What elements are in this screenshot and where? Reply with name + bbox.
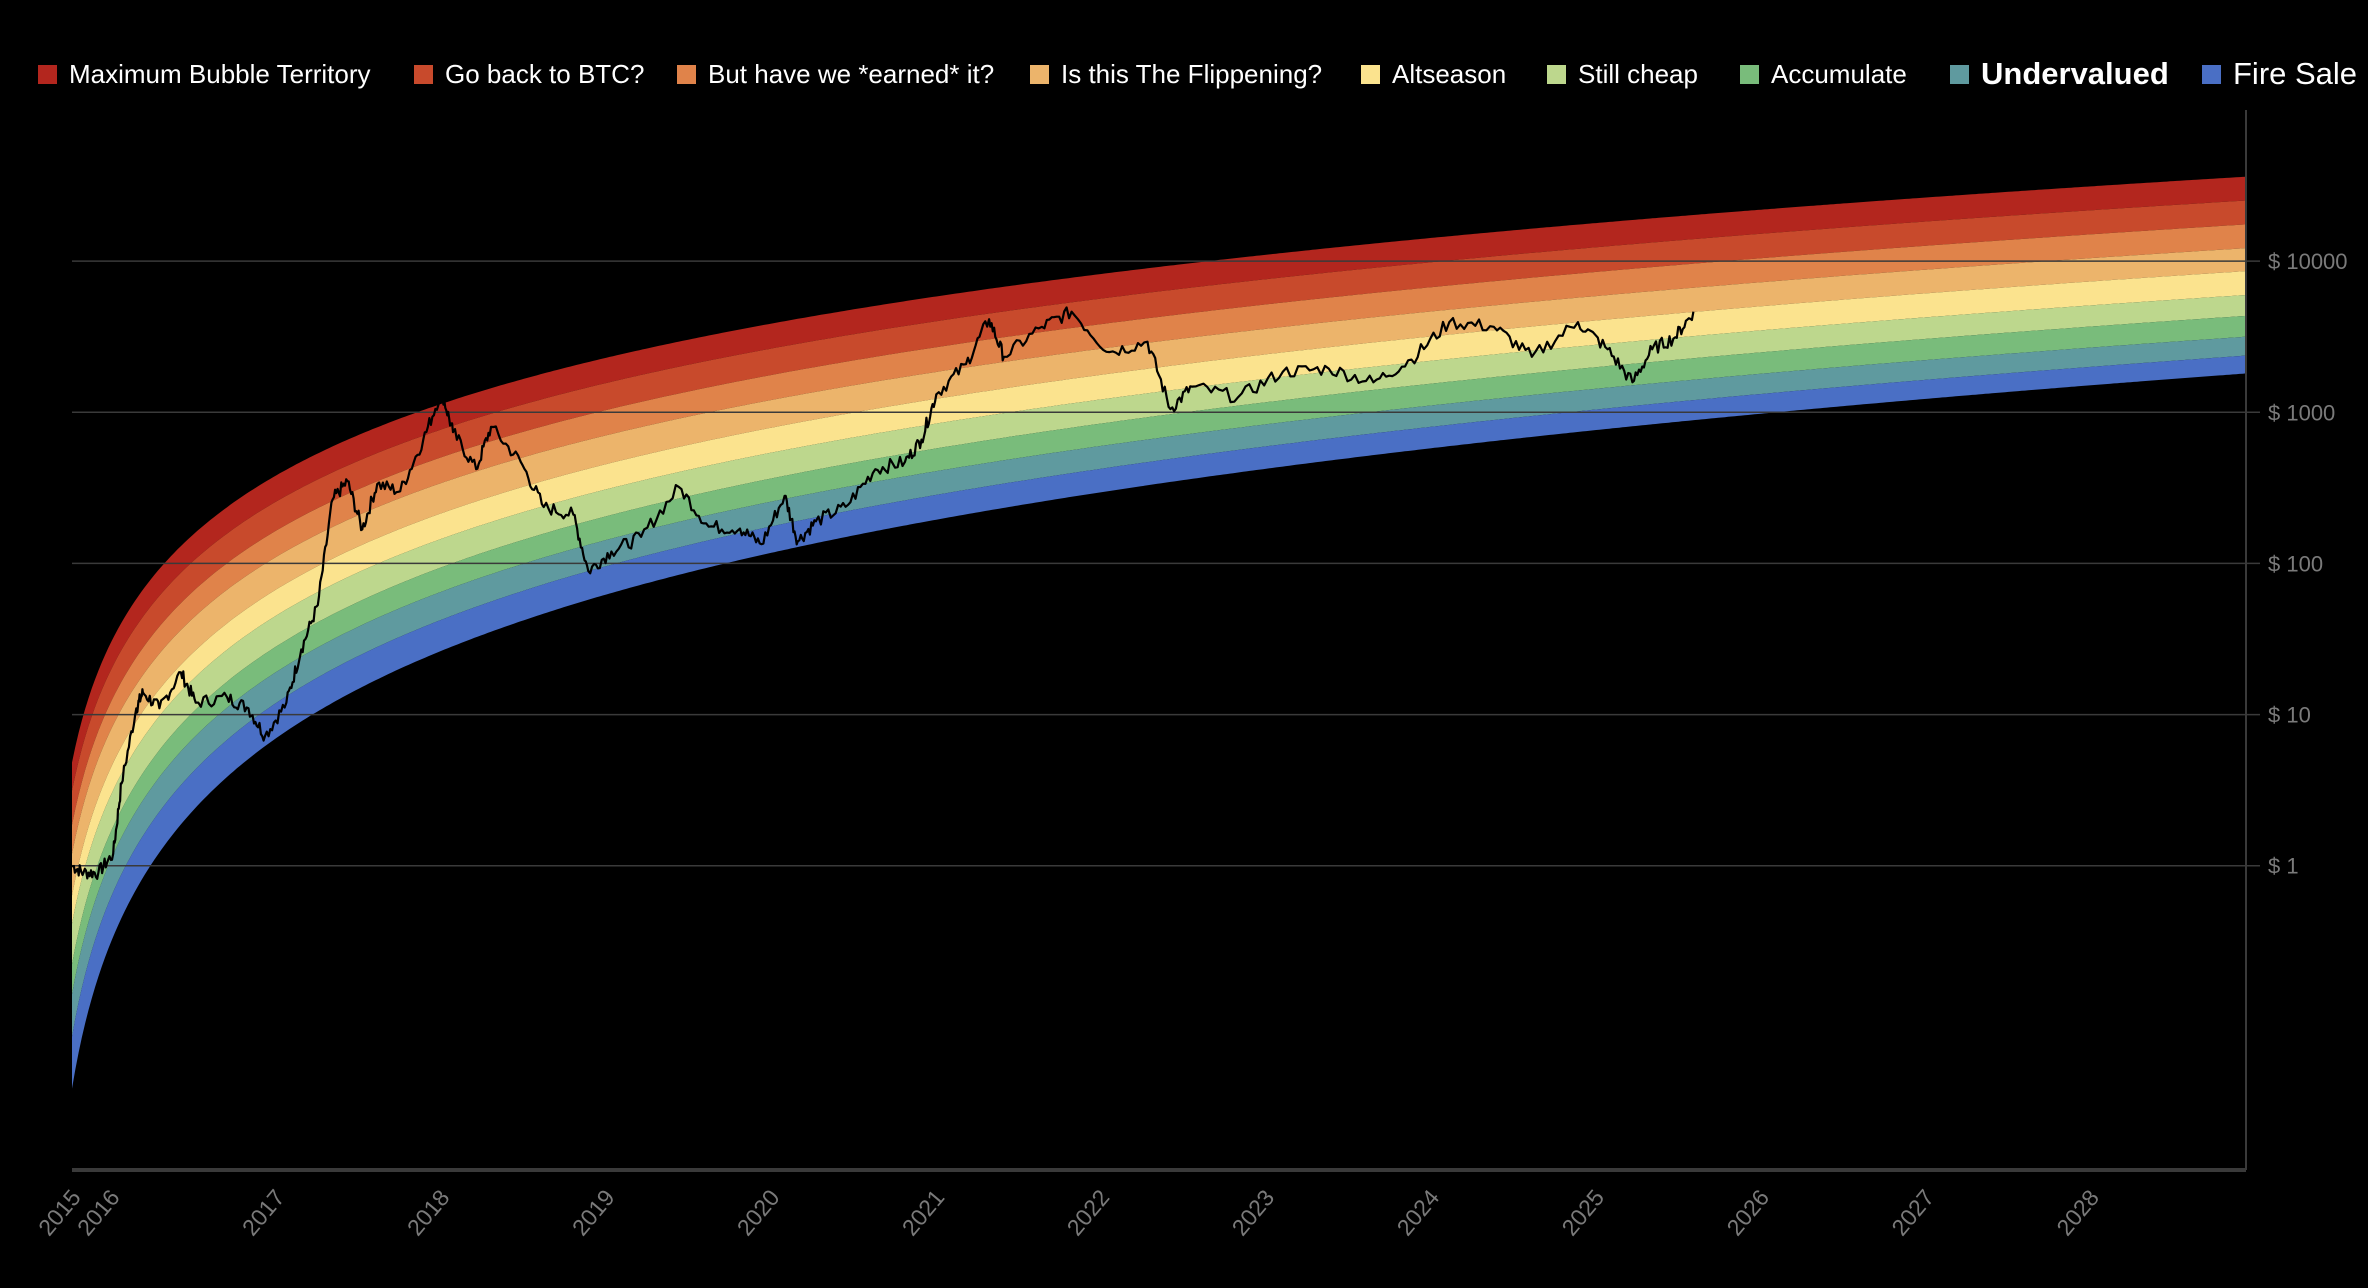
x-tick-label: 2016 [72, 1185, 125, 1241]
y-tick-label: $ 10000 [2268, 249, 2348, 274]
x-tick-label: 2015 [33, 1185, 86, 1241]
legend-item-go-back-to-btc[interactable]: Go back to BTC? [414, 52, 644, 96]
legend-item-fire-sale[interactable]: Fire Sale [2202, 52, 2357, 96]
price-line-group [71, 306, 1695, 880]
x-tick-label: 2017 [237, 1185, 290, 1241]
legend-swatch [1547, 64, 1566, 84]
legend-label: Still cheap [1578, 58, 1698, 89]
legend-swatch [1950, 64, 1969, 84]
y-tick-label: $ 1 [2268, 854, 2299, 879]
legend-label: But have we *earned* it? [708, 58, 995, 89]
legend-label: Altseason [1392, 58, 1507, 89]
x-tick-label: 2028 [2051, 1185, 2104, 1241]
rainbow-bands [72, 176, 2246, 1089]
legend-label: Undervalued [1981, 56, 2169, 91]
legend-label: Accumulate [1771, 58, 1907, 89]
legend-label: Go back to BTC? [445, 58, 645, 89]
legend-swatch [414, 64, 433, 84]
legend: Maximum Bubble Territory Go back to BTC?… [0, 52, 2368, 96]
legend-swatch [1740, 64, 1759, 84]
grid-lines [72, 260, 2260, 867]
y-tick-label: $ 1000 [2268, 400, 2335, 425]
legend-item-accumulate[interactable]: Accumulate [1740, 52, 1907, 96]
x-tick-label: 2025 [1556, 1185, 1609, 1241]
legend-item-flippening[interactable]: Is this The Flippening? [1030, 52, 1322, 96]
x-tick-label: 2026 [1721, 1185, 1774, 1241]
legend-item-earned-it[interactable]: But have we *earned* it? [677, 52, 994, 96]
x-tick-label: 2024 [1391, 1184, 1444, 1240]
legend-item-still-cheap[interactable]: Still cheap [1547, 52, 1698, 96]
legend-label: Is this The Flippening? [1061, 58, 1323, 89]
x-tick-label: 2021 [897, 1185, 950, 1241]
legend-swatch [38, 64, 57, 84]
legend-swatch [1361, 64, 1380, 84]
x-tick-label: 2023 [1227, 1185, 1280, 1241]
x-tick-label: 2022 [1062, 1185, 1115, 1241]
legend-item-altseason[interactable]: Altseason [1361, 52, 1506, 96]
legend-label: Fire Sale [2233, 56, 2358, 91]
legend-swatch [1030, 64, 1049, 84]
price-line [71, 306, 1695, 880]
legend-item-maximum-bubble[interactable]: Maximum Bubble Territory [38, 52, 371, 96]
y-tick-label: $ 100 [2268, 551, 2323, 576]
x-tick-label: 2018 [402, 1185, 455, 1241]
x-tick-label: 2020 [732, 1185, 785, 1241]
legend-swatch [677, 64, 696, 84]
x-tick-label: 2019 [567, 1185, 620, 1241]
y-tick-label: $ 10 [2268, 703, 2311, 728]
legend-label: Maximum Bubble Territory [69, 58, 371, 89]
legend-item-undervalued[interactable]: Undervalued [1950, 52, 2169, 96]
legend-swatch [2202, 64, 2221, 84]
x-tick-label: 2027 [1886, 1185, 1939, 1241]
